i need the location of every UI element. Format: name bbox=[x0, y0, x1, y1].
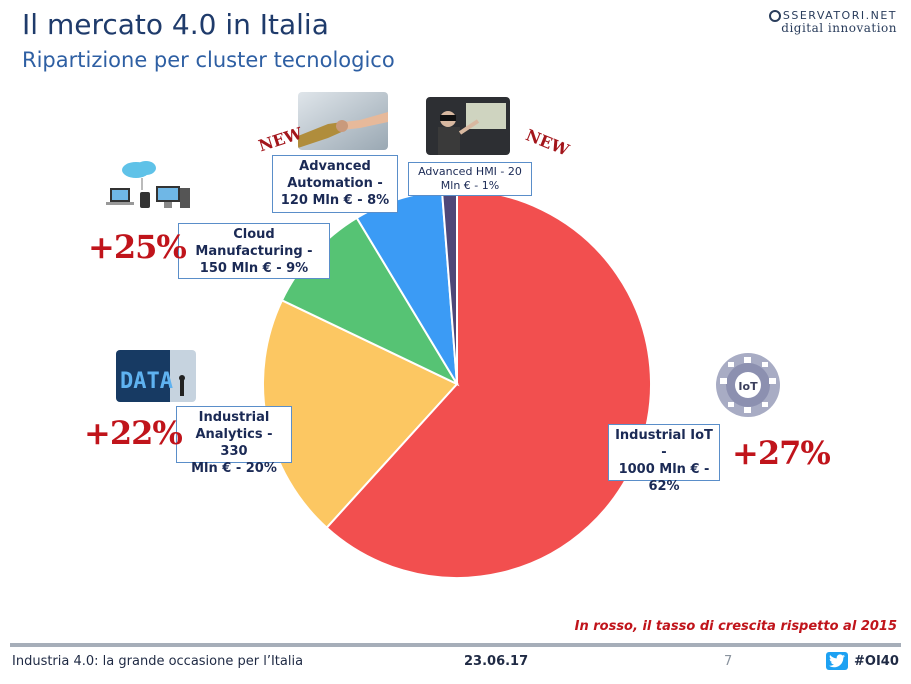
label-analytics-line3: Mln € - 20% bbox=[191, 461, 277, 476]
label-iot-line1: Industrial IoT - bbox=[615, 428, 713, 460]
page-number: 7 bbox=[724, 654, 733, 669]
label-automation-line2: Automation - bbox=[287, 176, 383, 191]
osservatori-logo: SSERVATORI.NET digital innovation bbox=[768, 9, 897, 35]
label-iot-line3: 62% bbox=[648, 479, 680, 494]
label-cloud-manufacturing: Cloud Manufacturing - 150 Mln € - 9% bbox=[178, 223, 330, 279]
label-cloud-line1: Cloud bbox=[233, 227, 275, 242]
label-hmi-line2: Mln € - 1% bbox=[440, 179, 500, 192]
label-cloud-line3: 150 Mln € - 9% bbox=[199, 261, 309, 276]
hashtag-text: #OI40 bbox=[854, 653, 899, 669]
iot-icon: IoT bbox=[716, 353, 780, 417]
label-analytics-line2: Analytics - 330 bbox=[195, 427, 273, 459]
iot-picture: IoT bbox=[710, 352, 786, 418]
data-wall-icon: DATA bbox=[116, 350, 196, 402]
data-picture-text: DATA bbox=[120, 369, 173, 394]
label-industrial-iot: Industrial IoT - 1000 Mln € - 62% bbox=[608, 424, 720, 494]
growth-analytics: +22% bbox=[84, 414, 183, 452]
twitter-icon bbox=[826, 652, 848, 670]
label-cloud-line2: Manufacturing - bbox=[195, 244, 313, 259]
logo-line1: SSERVATORI.NET bbox=[782, 9, 897, 23]
handshake-picture bbox=[298, 92, 388, 150]
page-title: Il mercato 4.0 in Italia bbox=[22, 8, 329, 41]
cloud-devices-icon bbox=[100, 158, 196, 216]
label-analytics-line1: Industrial bbox=[198, 410, 270, 425]
logo-o-icon bbox=[768, 10, 781, 22]
cloud-devices-picture bbox=[100, 158, 196, 216]
label-advanced-hmi: Advanced HMI - 20 Mln € - 1% bbox=[408, 162, 532, 196]
footer-hashtag: #OI40 bbox=[826, 652, 899, 670]
footer-title: Industria 4.0: la grande occasione per l… bbox=[12, 654, 304, 669]
hmi-picture bbox=[426, 97, 510, 155]
label-hmi-line1: Advanced HMI - 20 bbox=[418, 165, 522, 178]
label-automation-line1: Advanced bbox=[299, 159, 371, 174]
vr-headset-icon bbox=[426, 97, 510, 155]
growth-cloud: +25% bbox=[88, 228, 187, 266]
label-automation-line3: 120 Mln € - 8% bbox=[280, 193, 390, 208]
page-subtitle: Ripartizione per cluster tecnologico bbox=[22, 48, 395, 72]
data-picture: DATA bbox=[116, 350, 196, 402]
footer-divider bbox=[10, 643, 901, 647]
label-industrial-analytics: Industrial Analytics - 330 Mln € - 20% bbox=[176, 406, 292, 476]
logo-line2: digital innovation bbox=[781, 21, 897, 35]
growth-iot: +27% bbox=[732, 434, 831, 472]
growth-note: In rosso, il tasso di crescita rispetto … bbox=[574, 619, 897, 634]
label-advanced-automation: Advanced Automation - 120 Mln € - 8% bbox=[272, 155, 398, 213]
footer-date: 23.06.17 bbox=[464, 654, 529, 669]
robot-handshake-icon bbox=[298, 92, 388, 150]
iot-picture-text: IoT bbox=[738, 380, 758, 393]
label-iot-line2: 1000 Mln € - bbox=[618, 462, 710, 477]
